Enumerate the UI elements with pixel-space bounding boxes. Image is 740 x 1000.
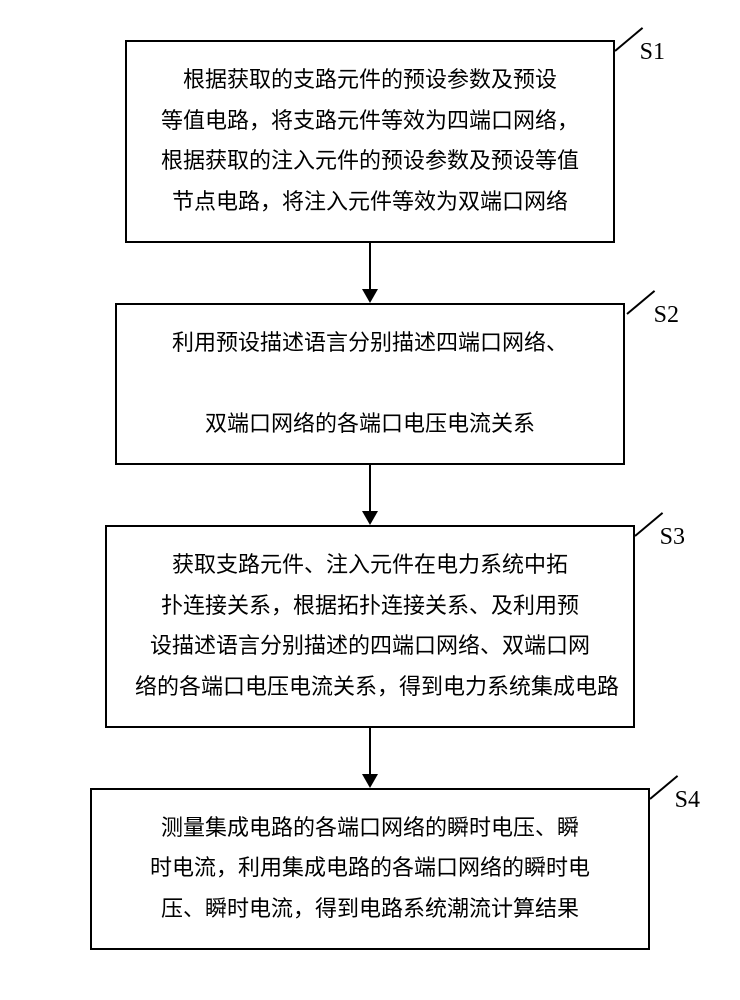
step-s2: 利用预设描述语言分别描述四端口网络、 双端口网络的各端口电压电流关系S2	[115, 303, 625, 465]
box-text-line	[145, 363, 595, 404]
arrow-shaft	[369, 465, 371, 511]
box-text-line: 等值电路，将支路元件等效为四端口网络，	[155, 101, 585, 142]
arrow-head-icon	[362, 511, 378, 525]
arrow-head-icon	[362, 289, 378, 303]
flowchart-box: 测量集成电路的各端口网络的瞬时电压、瞬时电流，利用集成电路的各端口网络的瞬时电压…	[90, 788, 650, 950]
box-text-line: 扑连接关系，根据拓扑连接关系、及利用预	[135, 586, 605, 627]
label-connector	[626, 290, 655, 315]
flowchart-arrow	[362, 728, 378, 788]
step-label: S2	[654, 293, 679, 337]
box-text-line: 络的各端口电压电流关系，得到电力系统集成电路	[135, 667, 605, 708]
flowchart-arrow	[362, 465, 378, 525]
flowchart-box: 利用预设描述语言分别描述四端口网络、 双端口网络的各端口电压电流关系S2	[115, 303, 625, 465]
box-text-line: 根据获取的支路元件的预设参数及预设	[155, 60, 585, 101]
box-text-line: 时电流，利用集成电路的各端口网络的瞬时电	[120, 848, 620, 889]
box-text-line: 节点电路，将注入元件等效为双端口网络	[155, 182, 585, 223]
box-text-line: 测量集成电路的各端口网络的瞬时电压、瞬	[120, 808, 620, 849]
box-text-line: 双端口网络的各端口电压电流关系	[145, 404, 595, 445]
step-s1: 根据获取的支路元件的预设参数及预设等值电路，将支路元件等效为四端口网络，根据获取…	[125, 40, 615, 243]
step-label: S3	[660, 515, 685, 559]
box-text-line: 利用预设描述语言分别描述四端口网络、	[145, 323, 595, 364]
box-text-line: 根据获取的注入元件的预设参数及预设等值	[155, 141, 585, 182]
box-text-line: 获取支路元件、注入元件在电力系统中拓	[135, 545, 605, 586]
step-s4: 测量集成电路的各端口网络的瞬时电压、瞬时电流，利用集成电路的各端口网络的瞬时电压…	[90, 788, 650, 950]
arrow-shaft	[369, 243, 371, 289]
step-label: S4	[675, 778, 700, 822]
step-label: S1	[640, 30, 665, 74]
box-text-line: 设描述语言分别描述的四端口网络、双端口网	[135, 626, 605, 667]
flowchart-box: 获取支路元件、注入元件在电力系统中拓扑连接关系，根据拓扑连接关系、及利用预设描述…	[105, 525, 635, 728]
flowchart-arrow	[362, 243, 378, 303]
flowchart-box: 根据获取的支路元件的预设参数及预设等值电路，将支路元件等效为四端口网络，根据获取…	[125, 40, 615, 243]
arrow-shaft	[369, 728, 371, 774]
step-s3: 获取支路元件、注入元件在电力系统中拓扑连接关系，根据拓扑连接关系、及利用预设描述…	[105, 525, 635, 728]
flowchart-container: 根据获取的支路元件的预设参数及预设等值电路，将支路元件等效为四端口网络，根据获取…	[0, 0, 740, 950]
arrow-head-icon	[362, 774, 378, 788]
box-text-line: 压、瞬时电流，得到电路系统潮流计算结果	[120, 889, 620, 930]
